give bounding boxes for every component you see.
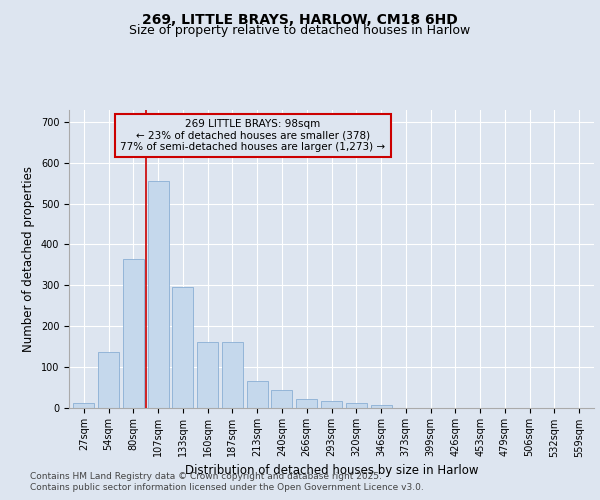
Bar bbox=[346, 404, 367, 407]
Bar bbox=[197, 342, 218, 407]
Bar bbox=[321, 400, 342, 407]
Y-axis label: Number of detached properties: Number of detached properties bbox=[22, 166, 35, 352]
Bar bbox=[296, 398, 317, 407]
Bar bbox=[123, 259, 144, 408]
Text: Size of property relative to detached houses in Harlow: Size of property relative to detached ho… bbox=[130, 24, 470, 37]
Bar bbox=[222, 342, 243, 407]
X-axis label: Distribution of detached houses by size in Harlow: Distribution of detached houses by size … bbox=[185, 464, 478, 476]
Bar bbox=[98, 352, 119, 408]
Text: 269 LITTLE BRAYS: 98sqm
← 23% of detached houses are smaller (378)
77% of semi-d: 269 LITTLE BRAYS: 98sqm ← 23% of detache… bbox=[120, 119, 385, 152]
Text: Contains HM Land Registry data © Crown copyright and database right 2025.: Contains HM Land Registry data © Crown c… bbox=[30, 472, 382, 481]
Bar bbox=[148, 182, 169, 408]
Bar bbox=[371, 406, 392, 407]
Bar bbox=[271, 390, 292, 407]
Text: Contains public sector information licensed under the Open Government Licence v3: Contains public sector information licen… bbox=[30, 484, 424, 492]
Bar bbox=[247, 381, 268, 407]
Bar bbox=[172, 288, 193, 408]
Text: 269, LITTLE BRAYS, HARLOW, CM18 6HD: 269, LITTLE BRAYS, HARLOW, CM18 6HD bbox=[142, 12, 458, 26]
Bar bbox=[73, 404, 94, 407]
